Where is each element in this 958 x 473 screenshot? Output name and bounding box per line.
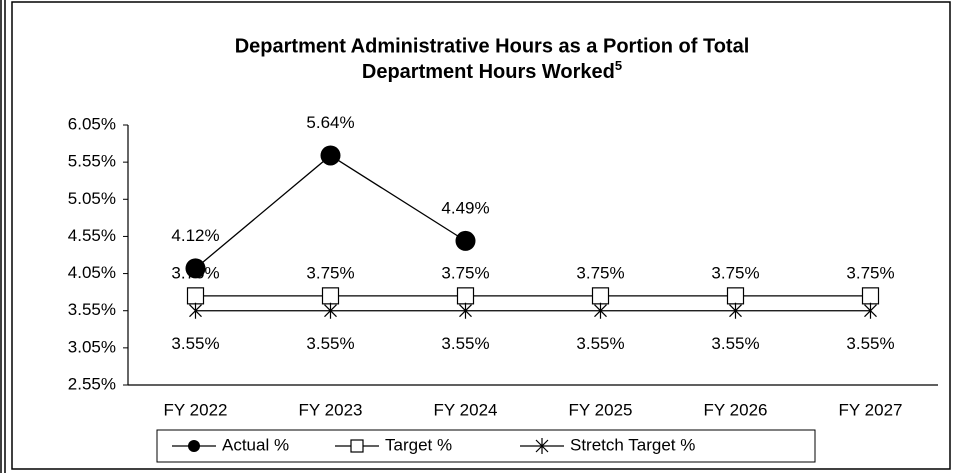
x-tick-label: FY 2022	[164, 400, 228, 419]
legend-label: Stretch Target %	[570, 435, 695, 454]
legend-marker	[350, 439, 364, 453]
chart-frame	[11, 1, 951, 470]
point	[729, 302, 742, 319]
point	[186, 287, 205, 305]
y-tick-label: 6.05%	[68, 114, 116, 133]
point	[591, 287, 610, 305]
data-label: 3.55%	[576, 334, 624, 353]
footnote-mark: 5	[615, 58, 622, 73]
y-tick-label: 4.05%	[68, 263, 116, 282]
series-line	[195, 154, 466, 269]
x-tick-label: FY 2026	[704, 400, 768, 419]
data-label: 3.75%	[576, 263, 624, 282]
point	[455, 230, 476, 251]
data-label: 3.55%	[171, 334, 219, 353]
y-tick-label: 2.55%	[68, 374, 116, 393]
data-label: 3.75%	[711, 263, 759, 282]
data-label: 5.64%	[306, 113, 354, 132]
chart-title: Department Hours Worked5	[362, 58, 622, 83]
point	[185, 258, 206, 279]
point	[726, 287, 745, 305]
point	[459, 302, 472, 319]
y-tick-label: 5.55%	[68, 152, 116, 171]
legend-box	[156, 429, 816, 463]
x-tick-label: FY 2024	[434, 400, 498, 419]
data-label: 4.12%	[171, 226, 219, 245]
data-label: 3.55%	[711, 334, 759, 353]
chart-title: Department Hours Worked	[362, 61, 615, 83]
x-tick-label: FY 2027	[839, 400, 903, 419]
data-label: 3.75%	[171, 263, 219, 282]
y-tick-label: 3.55%	[68, 300, 116, 319]
x-tick-label: FY 2025	[569, 400, 633, 419]
legend-label: Actual %	[222, 435, 289, 454]
point	[189, 302, 202, 319]
x-tick-label: FY 2023	[299, 400, 363, 419]
point	[321, 287, 340, 305]
data-label: 3.55%	[441, 334, 489, 353]
data-label: 3.75%	[441, 263, 489, 282]
point	[324, 302, 337, 319]
data-label: 3.75%	[846, 263, 894, 282]
point	[594, 302, 607, 319]
legend-marker	[188, 440, 200, 452]
chart-title: Department Administrative Hours as a Por…	[235, 35, 750, 57]
point	[456, 287, 475, 305]
data-label: 3.55%	[306, 334, 354, 353]
legend-label: Target %	[385, 435, 452, 454]
data-label: 3.75%	[306, 263, 354, 282]
point	[864, 302, 877, 319]
y-tick-label: 3.05%	[68, 337, 116, 356]
data-label: 3.55%	[846, 334, 894, 353]
y-tick-label: 5.05%	[68, 189, 116, 208]
data-label: 4.49%	[441, 198, 489, 217]
point	[861, 287, 880, 305]
legend-marker	[535, 438, 549, 454]
y-tick-label: 4.55%	[68, 226, 116, 245]
point	[320, 145, 341, 166]
